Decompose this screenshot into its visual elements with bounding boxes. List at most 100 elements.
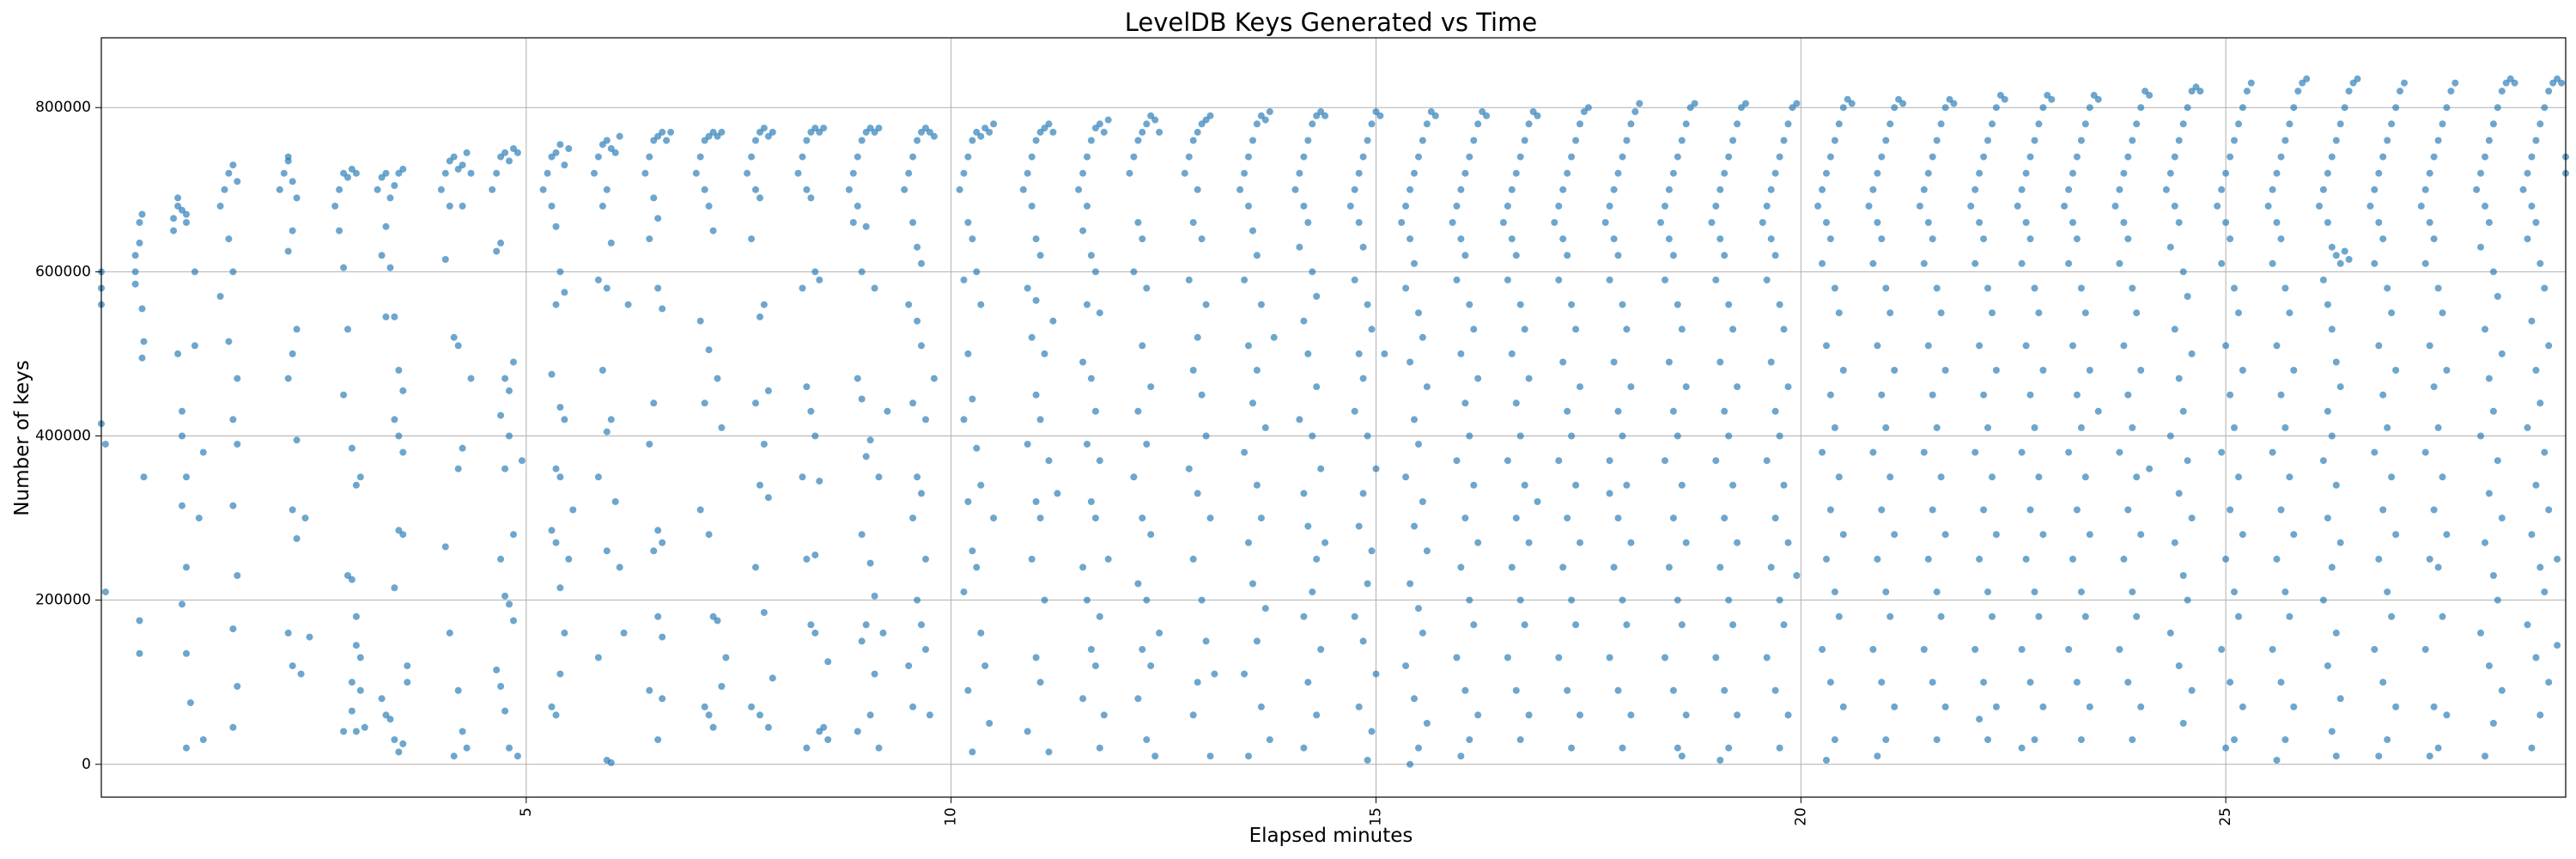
data-point [1564, 686, 1571, 694]
data-point [1079, 358, 1087, 366]
data-point [179, 407, 185, 415]
data-points [98, 75, 2569, 768]
data-point [871, 284, 878, 292]
data-point [752, 564, 759, 571]
data-point [875, 473, 883, 481]
data-point [2434, 564, 2442, 571]
data-point [395, 169, 403, 177]
data-point [191, 342, 198, 350]
data-point [1041, 350, 1048, 357]
data-point [1976, 555, 1984, 563]
data-point [2222, 342, 2230, 350]
data-point [101, 588, 109, 596]
data-point [2489, 407, 2497, 415]
data-point [1041, 125, 1048, 132]
data-point [1028, 333, 1036, 341]
data-point [2345, 256, 2353, 263]
data-point [1351, 186, 1358, 193]
data-point [1568, 301, 1576, 308]
data-point [820, 723, 828, 731]
data-point [603, 547, 611, 555]
data-point [871, 670, 878, 678]
data-point [1376, 112, 1384, 119]
data-point [2166, 169, 2174, 177]
data-point [1610, 358, 1618, 366]
data-point [1241, 169, 1249, 177]
data-point [1929, 391, 1936, 399]
data-point [454, 465, 462, 472]
data-point [2324, 662, 2331, 670]
data-point [2537, 259, 2544, 267]
data-point [858, 268, 866, 276]
data-point [441, 256, 449, 263]
data-point [2524, 235, 2531, 243]
data-point [1291, 186, 1299, 193]
data-point [1610, 564, 1618, 571]
data-point [2124, 679, 2132, 686]
data-point [2239, 104, 2246, 112]
data-point [701, 137, 708, 144]
data-point [1534, 112, 1541, 119]
data-point [284, 247, 292, 255]
data-point [990, 515, 998, 522]
data-point [1202, 301, 1210, 308]
data-point [336, 186, 343, 193]
data-point [391, 182, 398, 189]
data-point [705, 132, 713, 140]
data-point [2188, 515, 2196, 522]
data-point [722, 654, 730, 661]
data-point [969, 547, 976, 555]
data-point [510, 145, 517, 152]
data-point [909, 515, 917, 522]
data-point [2231, 736, 2238, 744]
data-point [2077, 137, 2085, 144]
data-point [1780, 326, 1788, 333]
data-point [2482, 202, 2488, 210]
data-point [1466, 153, 1473, 161]
data-point [493, 247, 501, 255]
data-point [1891, 104, 1899, 112]
data-point [1572, 137, 1580, 144]
data-point [718, 423, 726, 431]
data-point [1032, 498, 1040, 505]
data-point [2388, 473, 2396, 481]
y-tick-label: 800000 [35, 99, 91, 116]
data-point [1368, 326, 1376, 333]
data-point [2303, 75, 2311, 82]
data-point [2485, 490, 2493, 497]
data-point [1716, 358, 1724, 366]
data-point [1466, 301, 1473, 308]
data-point [1431, 112, 1439, 119]
data-point [2541, 588, 2549, 596]
data-point [986, 720, 993, 727]
data-point [1206, 515, 1214, 522]
data-point [1194, 186, 1201, 193]
data-point [922, 646, 929, 653]
data-point [1882, 736, 1890, 744]
data-point [2188, 350, 2196, 357]
data-point [506, 744, 513, 752]
data-point [2035, 612, 2043, 620]
data-point [973, 268, 981, 276]
data-point [866, 436, 874, 444]
data-point [1933, 423, 1941, 431]
data-point [2281, 423, 2289, 431]
data-point [1024, 441, 1031, 448]
data-point [2175, 137, 2183, 144]
y-tick-label: 0 [82, 756, 91, 773]
data-point [216, 293, 224, 300]
data-point [1729, 326, 1737, 333]
data-point [1831, 137, 1838, 144]
data-point [1143, 736, 1151, 744]
data-point [131, 252, 139, 259]
data-point [905, 301, 913, 308]
x-tick-label: 5 [518, 807, 535, 817]
data-point [2477, 629, 2484, 637]
data-point [395, 367, 403, 374]
data-point [969, 235, 976, 243]
data-point [1104, 555, 1112, 563]
data-point [2328, 564, 2336, 571]
data-point [1665, 235, 1673, 243]
data-point [2069, 169, 2076, 177]
